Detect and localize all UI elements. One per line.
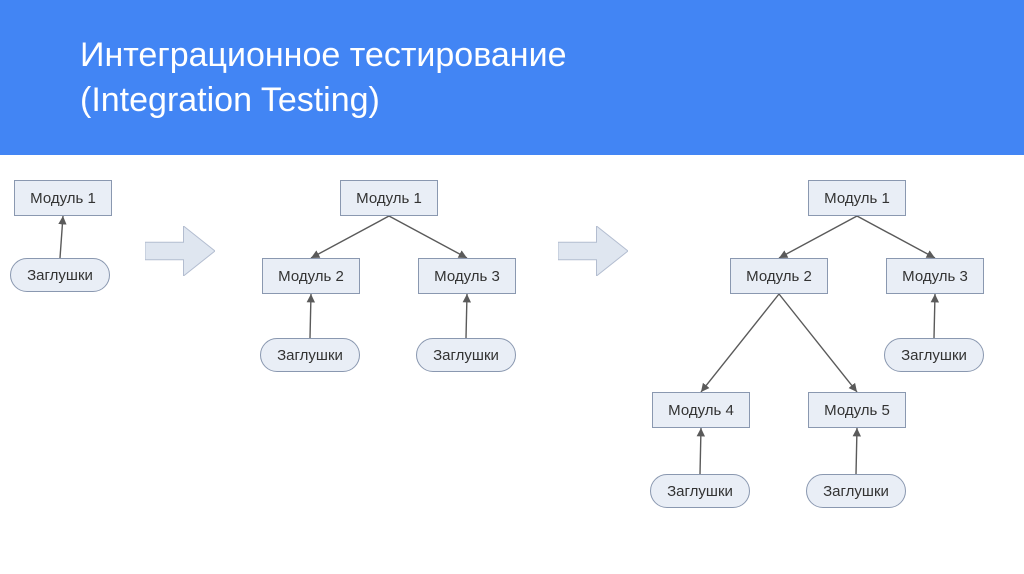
stub-pill-p2_s2: Заглушки <box>260 338 360 372</box>
module-box-p2_m3: Модуль 3 <box>418 258 516 294</box>
edge-p2_s3-p2_m3 <box>466 294 467 338</box>
title-line-1: Интеграционное тестирование <box>80 36 566 74</box>
edge-p1_stub-p1_m1 <box>60 216 63 258</box>
edge-p3_s4-p3_m4 <box>700 428 701 474</box>
edge-p3_m1-p3_m2 <box>779 216 857 258</box>
slide-title: Интеграционное тестирование (Integration… <box>80 33 566 121</box>
edge-p3_s3-p3_m3 <box>934 294 935 338</box>
stub-pill-p2_s3: Заглушки <box>416 338 516 372</box>
module-box-p3_m4: Модуль 4 <box>652 392 750 428</box>
module-box-p2_m1: Модуль 1 <box>340 180 438 216</box>
stub-pill-p1_stub: Заглушки <box>10 258 110 292</box>
slide-header: Интеграционное тестирование (Integration… <box>0 0 1024 155</box>
module-box-p3_m5: Модуль 5 <box>808 392 906 428</box>
progression-arrow-2 <box>558 226 628 276</box>
integration-diagram: Модуль 1 Заглушки Модуль 1 Модуль 2 Модуль 3… <box>0 168 1024 568</box>
edge-p2_m1-p2_m2 <box>311 216 389 258</box>
edge-p3_m1-p3_m3 <box>857 216 935 258</box>
module-box-p3_m3: Модуль 3 <box>886 258 984 294</box>
module-box-p3_m2: Модуль 2 <box>730 258 828 294</box>
edge-p3_m2-p3_m4 <box>701 294 779 392</box>
edge-p3_m2-p3_m5 <box>779 294 857 392</box>
module-box-p2_m2: Модуль 2 <box>262 258 360 294</box>
module-box-p1_m1: Модуль 1 <box>14 180 112 216</box>
stub-pill-p3_s3: Заглушки <box>884 338 984 372</box>
edge-p2_m1-p2_m3 <box>389 216 467 258</box>
stub-pill-p3_s5: Заглушки <box>806 474 906 508</box>
edge-p3_s5-p3_m5 <box>856 428 857 474</box>
progression-arrow-1 <box>145 226 215 276</box>
title-line-2: (Integration Testing) <box>80 81 380 119</box>
edge-p2_s2-p2_m2 <box>310 294 311 338</box>
module-box-p3_m1: Модуль 1 <box>808 180 906 216</box>
stub-pill-p3_s4: Заглушки <box>650 474 750 508</box>
